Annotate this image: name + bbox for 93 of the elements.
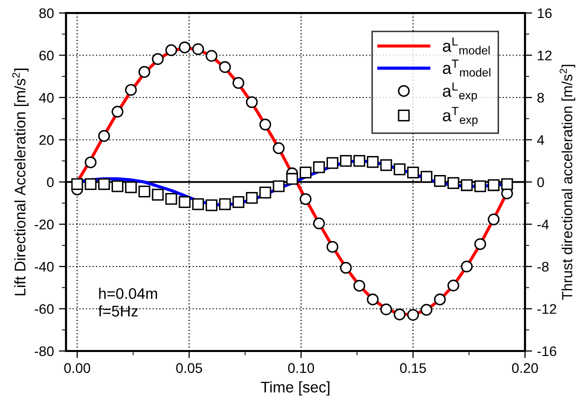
point [152,188,164,201]
point [340,262,352,274]
point [259,118,272,130]
y2-tick-label: 12 [538,50,552,60]
point [326,240,338,253]
point [192,198,204,210]
y-tick-label: -20 [34,220,54,230]
x-tick-label: 0.05 [176,363,202,374]
y-axis-title: Lift Directional Acceleration [m/s$^{2}$] [12,68,29,296]
point [286,172,298,185]
point [313,218,325,230]
y-tick-label: 20 [39,135,54,145]
point [125,84,137,96]
x-axis-title: Time [sec] [260,381,330,396]
point [474,180,486,192]
y-tick-label: 80 [39,8,54,18]
y2-tick-label: 8 [537,92,544,103]
point [447,177,460,189]
point [232,77,244,89]
point [353,280,366,292]
x-tick-label: 0.00 [64,363,90,374]
point [206,199,218,212]
point [152,53,164,65]
point [434,294,446,306]
point [219,61,231,73]
point [178,196,191,208]
point [112,106,124,118]
y-tick-label: 0 [47,177,54,188]
point [447,280,460,292]
legend-label: a$^{T}$$_{model}$ [442,60,490,77]
point [178,42,191,54]
point [272,142,285,154]
point [112,180,124,192]
y2-tick-label: -4 [537,220,549,230]
y2-tick-label: 4 [537,135,544,145]
y2-tick-label: -12 [537,304,556,314]
point [353,154,366,167]
point [488,213,500,226]
point [407,166,419,178]
point [246,192,258,204]
point [138,186,150,198]
point [394,308,406,320]
legend-label: a$^{L}$$_{model}$ [442,38,490,54]
point [460,260,473,272]
point [84,156,97,168]
point [300,193,312,206]
legend-label: a$^{T}$$_{exp}$ [442,106,478,126]
point [460,179,473,192]
point [206,50,218,62]
point [246,96,258,108]
y-tick-label: -40 [34,262,54,272]
point [380,159,392,172]
point [165,192,178,205]
x-tick-label: 0.15 [400,363,426,374]
point [259,186,272,198]
x-tick-label: 0.20 [512,363,538,374]
point [138,66,150,78]
y-tick-label: -80 [34,346,54,356]
point [232,196,244,208]
y2-tick-label: -16 [537,346,556,356]
y-tick-label: 40 [39,92,54,103]
y2-tick-label: 16 [538,8,552,18]
point [394,163,406,176]
point [420,170,432,183]
point [340,154,352,167]
point [192,43,204,56]
point [407,308,419,321]
legend-label: a$^{L}$$_{exp}$ [442,82,477,102]
point [366,156,379,168]
x-tick-label: 0.10 [288,363,314,374]
y2-tick-label: -8 [537,262,549,272]
point [300,166,312,178]
point [98,130,110,142]
point [366,294,379,306]
point [219,198,231,210]
annotation: h=0.04m f=5Hz [98,288,157,317]
point [420,304,432,316]
point [326,157,338,169]
point [84,178,97,190]
point [474,238,486,250]
y2-axis-title: Thrust directional acceleration [m/s$^{2}$] [560,64,576,300]
y-tick-label: -60 [34,304,54,314]
point [380,303,392,316]
point [488,179,500,192]
point [71,178,84,190]
y-tick-label: 60 [39,50,54,60]
y2-tick-label: 0 [537,177,544,188]
point [434,175,446,187]
point [98,178,110,190]
point [313,161,325,174]
point [501,178,513,190]
point [272,180,285,192]
point [165,44,178,56]
